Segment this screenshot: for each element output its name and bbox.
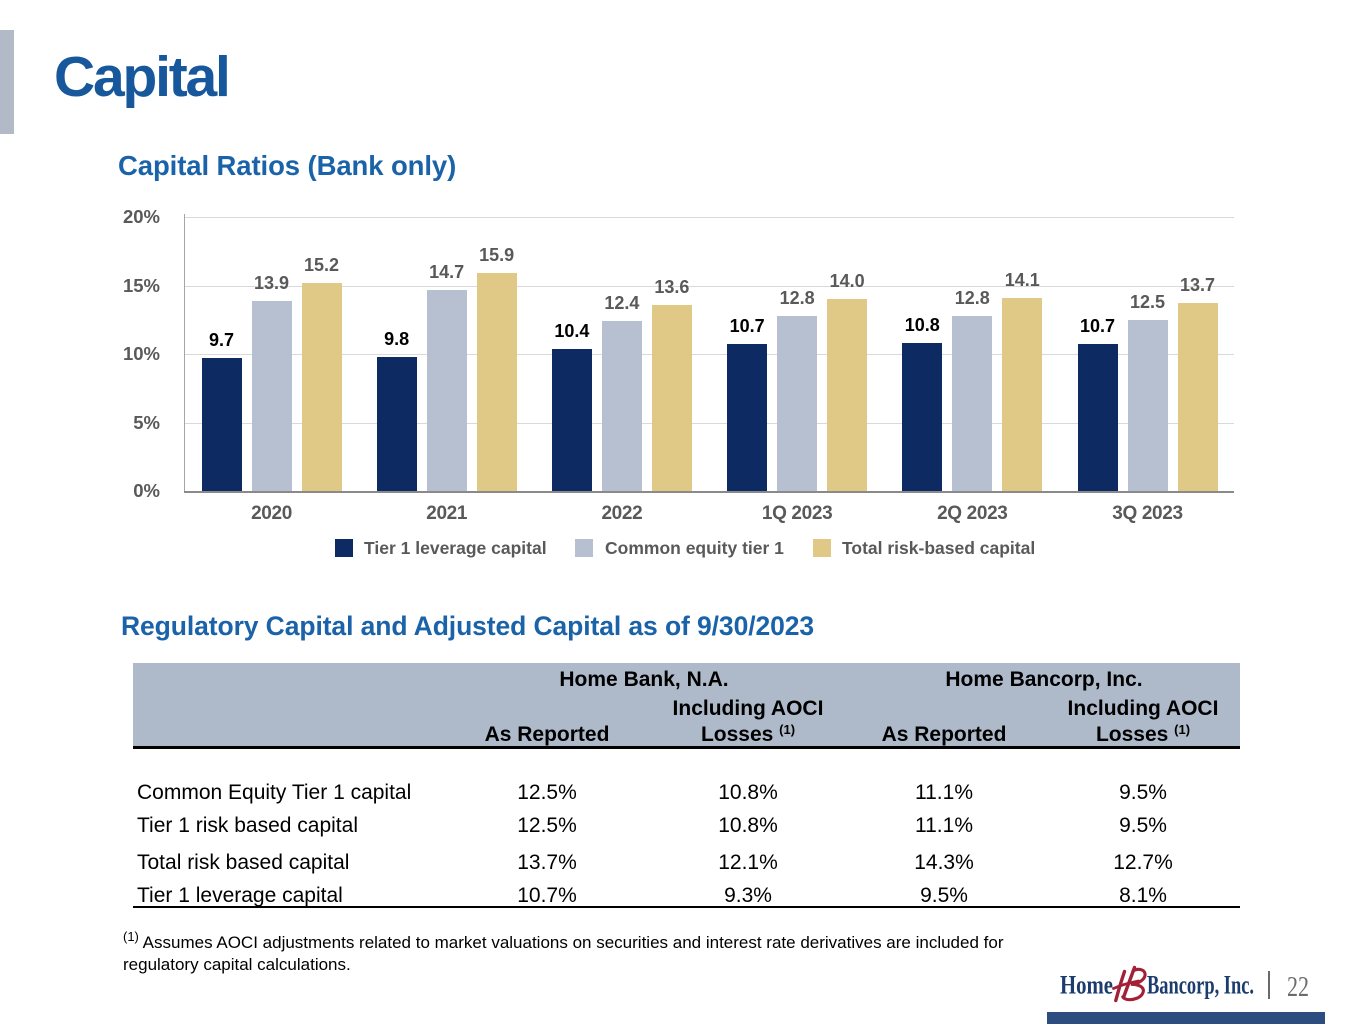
svg-text:Bancorp, Inc.: Bancorp, Inc. — [1147, 970, 1254, 1000]
svg-text:22: 22 — [1287, 971, 1309, 1003]
svg-text:Home: Home — [1060, 970, 1113, 1000]
